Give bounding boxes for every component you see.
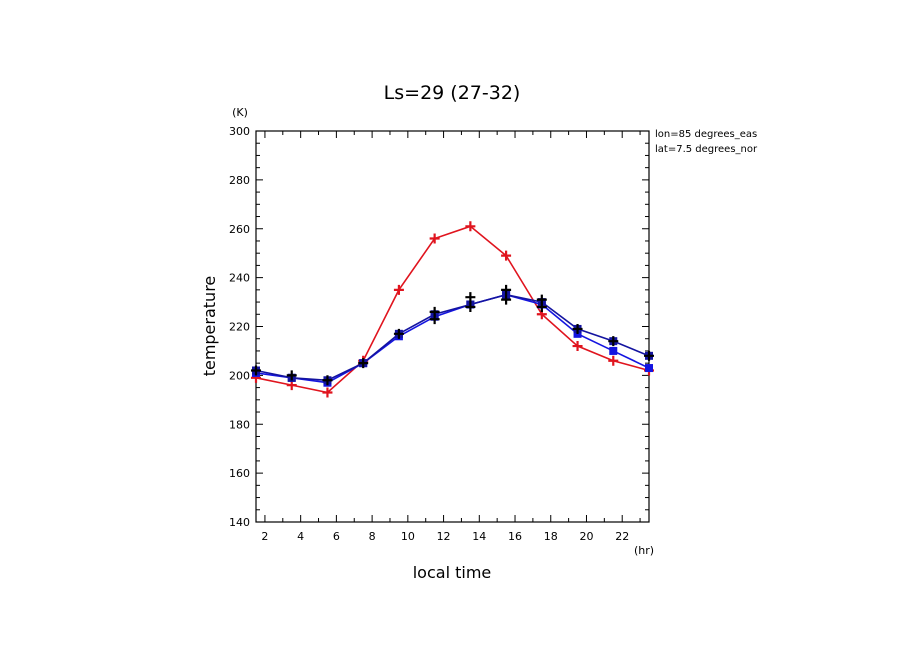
- data-point: [465, 221, 476, 232]
- data-point: [608, 355, 619, 366]
- y-tick-label: 260: [229, 223, 250, 236]
- series-line: [255, 225, 650, 394]
- x-tick-label: 8: [369, 530, 376, 543]
- y-tick-label: 200: [229, 369, 250, 382]
- data-point: [251, 365, 261, 376]
- data-point: [286, 370, 297, 381]
- y-tick-label: 140: [229, 516, 250, 529]
- data-point: [322, 387, 333, 398]
- x-axis-label: local time: [413, 563, 492, 582]
- series-line: [255, 293, 650, 382]
- x-unit-label: (hr): [634, 544, 654, 557]
- y-tick-label: 220: [229, 321, 250, 334]
- y-tick-label: 300: [229, 125, 250, 138]
- data-point: [501, 294, 512, 305]
- annotation-lon: lon=85 degrees_eas: [655, 129, 757, 140]
- data-point: [609, 346, 618, 355]
- series-line: [255, 293, 650, 384]
- data-point: [393, 328, 404, 339]
- data-point: [536, 294, 547, 305]
- data-point: [358, 358, 369, 369]
- data-point: [393, 284, 404, 295]
- x-tick-label: 12: [437, 530, 451, 543]
- data-point: [501, 250, 512, 261]
- annotation-lat: lat=7.5 degrees_nor: [655, 144, 758, 155]
- x-tick-label: 20: [579, 530, 593, 543]
- data-point: [644, 350, 654, 361]
- data-point: [608, 336, 619, 347]
- data-point: [572, 323, 583, 334]
- x-tick-label: 2: [261, 530, 268, 543]
- plot-area: 140 160 180 200 220 240 260 280 300 2 4 6 8 10 12 14 16 1…: [229, 125, 654, 543]
- data-point: [322, 375, 333, 386]
- data-point: [429, 233, 440, 244]
- data-point: [645, 364, 653, 373]
- plot-frame: [255, 130, 650, 523]
- x-tick-label: 4: [297, 530, 304, 543]
- data-point: [465, 292, 476, 303]
- x-tick-label: 14: [472, 530, 486, 543]
- y-tick-label: 280: [229, 174, 250, 187]
- x-tick-label: 18: [544, 530, 558, 543]
- y-tick-label: 160: [229, 467, 250, 480]
- x-tick-label: 22: [615, 530, 629, 543]
- x-tick-label: 16: [508, 530, 522, 543]
- data-point: [572, 341, 583, 352]
- y-tick-label: 240: [229, 272, 250, 285]
- x-tick-label: 10: [401, 530, 415, 543]
- chart-title: Ls=29 (27-32): [384, 82, 521, 104]
- data-point: [465, 301, 476, 312]
- data-point: [429, 306, 440, 317]
- x-tick-label: 6: [333, 530, 340, 543]
- y-axis-label: temperature: [200, 276, 219, 377]
- y-tick-label: 180: [229, 418, 250, 431]
- data-point: [501, 284, 512, 295]
- y-unit-label: (K): [232, 106, 248, 119]
